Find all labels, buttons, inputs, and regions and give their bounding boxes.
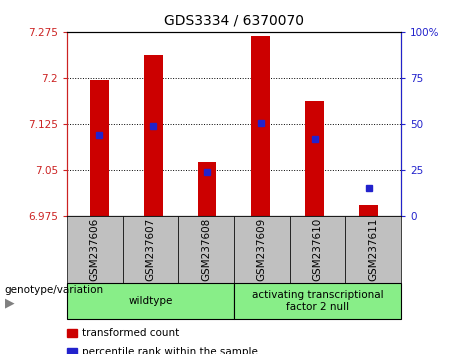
Text: genotype/variation: genotype/variation	[5, 285, 104, 295]
Text: wildtype: wildtype	[128, 296, 172, 306]
Bar	[198, 162, 216, 216]
Text: GSM237611: GSM237611	[368, 218, 378, 281]
Text: ▶: ▶	[5, 296, 14, 309]
Bar	[359, 205, 378, 216]
Bar	[252, 36, 270, 216]
Title: GDS3334 / 6370070: GDS3334 / 6370070	[164, 14, 304, 28]
Text: GSM237609: GSM237609	[257, 218, 267, 281]
Bar	[305, 101, 324, 216]
Text: GSM237610: GSM237610	[313, 218, 323, 281]
Text: GSM237607: GSM237607	[145, 218, 155, 281]
Text: activating transcriptional
factor 2 null: activating transcriptional factor 2 null	[252, 290, 384, 312]
Text: GSM237606: GSM237606	[90, 218, 100, 281]
Text: transformed count: transformed count	[82, 328, 179, 338]
Text: GSM237608: GSM237608	[201, 218, 211, 281]
Text: percentile rank within the sample: percentile rank within the sample	[82, 347, 258, 354]
Bar	[144, 55, 163, 216]
Bar	[90, 80, 109, 216]
